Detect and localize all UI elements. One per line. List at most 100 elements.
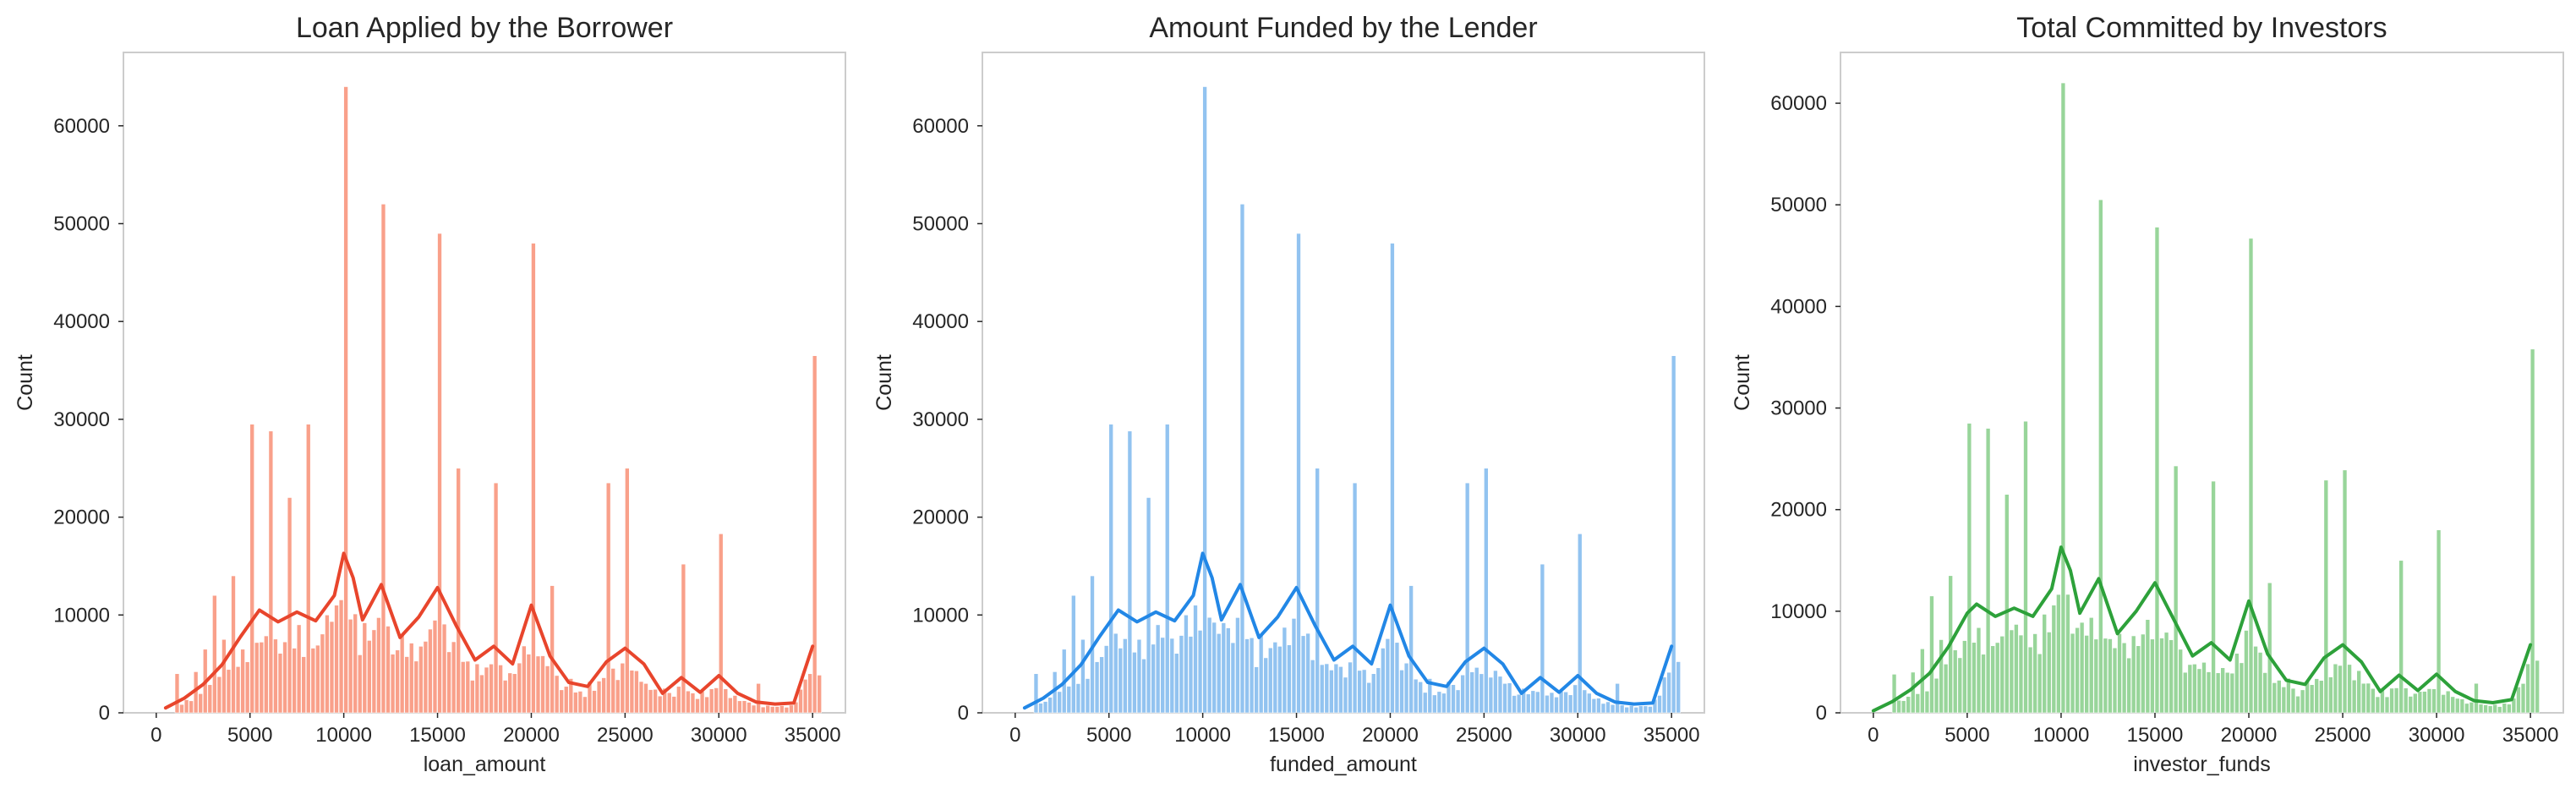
histogram-bar [2422,691,2427,714]
histogram-bar [1891,674,1897,714]
histogram-bar [1512,695,1517,714]
plot-area [982,52,1705,714]
histogram-bar [1394,642,1400,714]
histogram-bar [1179,635,1184,714]
x-tick-label-5000: 5000 [1944,724,1989,747]
histogram-bar [484,666,489,714]
histogram-bar [1896,699,1901,714]
histogram-bar [2084,635,2089,714]
histogram-bar [1230,642,1236,714]
histogram-bar [1418,682,1423,714]
histogram-bar [502,680,508,714]
histogram-bar [1141,658,1146,714]
histogram-bar [1136,638,1142,714]
histogram-bar [807,673,812,714]
histogram-bar [1160,637,1165,714]
histogram-bar [1366,682,1371,714]
y-tick-label-50000: 50000 [1770,194,1827,216]
histogram-bar [1441,693,1447,714]
histogram-bar [1099,656,1104,714]
histogram-bar [1042,701,1048,714]
histogram-bar [437,233,442,714]
histogram-bar [1994,642,2000,714]
histogram-bar [1216,632,1222,714]
histogram-bar [2070,632,2076,714]
plot-area [123,52,846,714]
histogram-bar [2290,687,2296,714]
histogram-bar [1066,686,1072,714]
histogram-bar [610,668,615,714]
histogram-bar [329,621,335,714]
histogram-bar [2130,635,2136,714]
histogram-bar [1493,670,1498,714]
histogram-bar [1549,692,1555,714]
histogram-bar [1638,705,1643,714]
histogram-bar [1577,533,1583,714]
histogram-bar [264,635,269,714]
histogram-bar [1502,682,1507,714]
histogram-bar [1990,645,1995,714]
histogram-bar [1661,676,1667,714]
histogram-bar [676,686,681,714]
x-tick-label-30000: 30000 [1550,724,1606,747]
histogram-bar [648,689,654,714]
y-tick-label-10000: 10000 [53,604,110,627]
histogram-bar [1591,698,1597,714]
histogram-bar [1643,705,1649,714]
histogram-bar [1155,624,1161,714]
histogram-bar [2103,638,2108,714]
histogram-bar [526,654,532,714]
histogram-bar [441,623,447,714]
histogram-bar [1474,667,1479,714]
histogram-bar [2150,638,2155,714]
plot-area [1840,52,2564,714]
histogram-bar [1545,694,1550,714]
histogram-bar [582,696,588,714]
histogram-bar [2201,661,2207,714]
histogram-bar [1901,700,1906,714]
histogram-bar [1080,638,1086,714]
histogram-bar [2121,642,2127,714]
histogram-bar [2169,639,2174,714]
y-tick-label-60000: 60000 [1770,92,1827,115]
histogram-bar [273,638,278,714]
histogram-bar [812,355,818,714]
histogram-bar [1924,691,1930,714]
histogram-bar [1206,616,1212,714]
histogram-bar [1455,689,1461,714]
histogram-bar [531,243,536,714]
histogram-bar [1184,614,1189,714]
histogram-bar [1929,595,1934,714]
histogram-bar [1464,482,1470,714]
histogram-bar [222,638,227,714]
histogram-bar [714,687,719,714]
histogram-bar [2229,672,2235,714]
histogram-bar [325,614,330,714]
histogram-bar [1361,669,1367,714]
histogram-bar [2398,560,2404,714]
histogram-bar [2262,672,2267,714]
histogram-bar [732,695,738,714]
histogram-bar [371,629,377,714]
histogram-bar [2426,688,2432,714]
histogram-bar [2244,630,2249,714]
histogram-bar [2436,529,2442,714]
histogram-bar [1202,86,1207,714]
histogram-bar [460,661,466,714]
histogram-bar [2492,704,2497,714]
histogram-bar [1422,692,1428,714]
histogram-bar [507,672,512,714]
histogram-bar [2281,687,2287,714]
histogram-bar [198,693,203,714]
histogram-bar [362,622,368,714]
x-tick-label-20000: 20000 [1362,724,1419,747]
y-tick-label-0: 0 [958,702,969,725]
chart-title: Amount Funded by the Lender [1149,12,1537,44]
histogram-bar [493,482,499,714]
histogram-bar [1329,670,1334,714]
histogram-bar [695,698,700,714]
histogram-bar [1972,642,1977,714]
histogram-bar [550,585,555,714]
histogram-bar [259,642,265,714]
